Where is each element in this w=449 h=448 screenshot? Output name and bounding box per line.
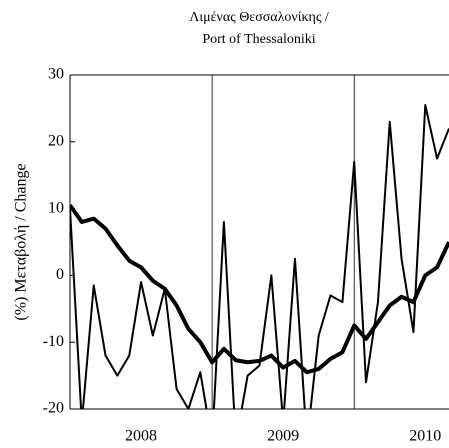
y-tick-label: -10 (43, 333, 64, 350)
y-axis-label: (%) Μεταβολή / Change (13, 163, 30, 320)
data-line (70, 204, 449, 375)
x-tick-label: 2008 (125, 428, 157, 445)
chart-subtitle: Port of Thessaloniki (202, 32, 315, 47)
y-tick-label: 10 (48, 199, 64, 216)
y-tick-label: 20 (48, 132, 64, 149)
y-tick-label: -20 (43, 400, 64, 417)
data-line (70, 104, 449, 409)
y-tick-label: 0 (56, 266, 64, 283)
x-tick-label: 2010 (409, 428, 441, 445)
y-tick-label: 30 (48, 66, 64, 83)
chart-title: Λιμένας Θεσσαλονίκης / (189, 10, 329, 25)
x-tick-label: 2009 (267, 428, 299, 445)
